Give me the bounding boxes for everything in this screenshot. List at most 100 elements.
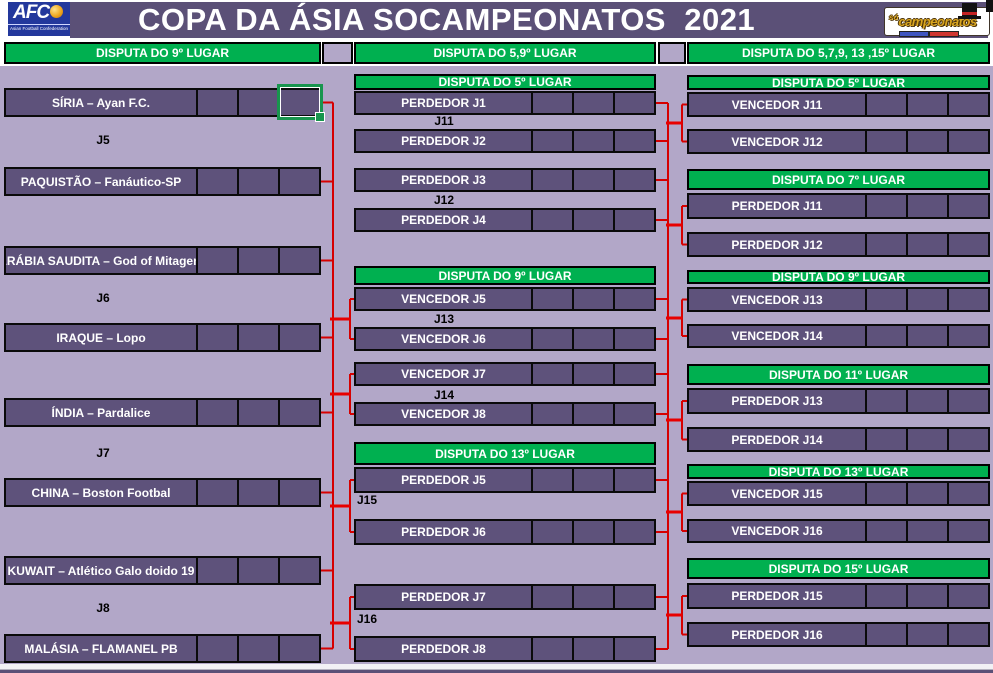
score-cell[interactable]: [572, 364, 613, 384]
score-cell[interactable]: [531, 329, 572, 349]
score-cell[interactable]: [613, 170, 654, 190]
score-cell[interactable]: [906, 624, 947, 645]
slot-siria[interactable]: SÍRIA – Ayan F.C.: [4, 88, 321, 117]
score-cell[interactable]: [196, 90, 237, 115]
score-cell[interactable]: [237, 248, 278, 273]
slot-perdedor-j5[interactable]: PERDEDOR J5: [354, 467, 656, 493]
score-cell[interactable]: [613, 638, 654, 660]
score-cell[interactable]: [906, 585, 947, 607]
score-cell[interactable]: [237, 480, 278, 505]
slot-perdedor-j16[interactable]: PERDEDOR J16: [687, 622, 990, 647]
score-cell[interactable]: [237, 325, 278, 350]
score-cell[interactable]: [278, 480, 319, 505]
score-cell[interactable]: [196, 636, 237, 661]
score-cell[interactable]: [531, 521, 572, 543]
score-cell[interactable]: [865, 429, 906, 450]
score-cell[interactable]: [572, 586, 613, 608]
slot-perdedor-j12[interactable]: PERDEDOR J12: [687, 232, 990, 257]
score-cell[interactable]: [278, 169, 319, 194]
score-cell[interactable]: [572, 210, 613, 230]
slot-perdedor-j11[interactable]: PERDEDOR J11: [687, 193, 990, 219]
score-cell[interactable]: [906, 483, 947, 504]
slot-perdedor-j3[interactable]: PERDEDOR J3: [354, 168, 656, 192]
slot-perdedor-j13[interactable]: PERDEDOR J13: [687, 388, 990, 414]
score-cell[interactable]: [613, 404, 654, 424]
score-cell[interactable]: [196, 480, 237, 505]
score-cell[interactable]: [237, 169, 278, 194]
selected-cell[interactable]: [277, 84, 325, 122]
score-cell[interactable]: [531, 93, 572, 113]
score-cell[interactable]: [865, 521, 906, 541]
score-cell[interactable]: [613, 469, 654, 491]
score-cell[interactable]: [572, 638, 613, 660]
score-cell[interactable]: [906, 521, 947, 541]
score-cell[interactable]: [865, 585, 906, 607]
score-cell[interactable]: [196, 558, 237, 583]
score-cell[interactable]: [947, 131, 988, 152]
score-cell[interactable]: [613, 329, 654, 349]
slot-vencedor-j14[interactable]: VENCEDOR J14: [687, 324, 990, 348]
slot-kuwait[interactable]: KUWAIT – Atlético Galo doido 19: [4, 556, 321, 585]
score-cell[interactable]: [613, 93, 654, 113]
score-cell[interactable]: [865, 131, 906, 152]
score-cell[interactable]: [237, 90, 278, 115]
slot-vencedor-j5[interactable]: VENCEDOR J5: [354, 287, 656, 311]
slot-china[interactable]: CHINA – Boston Footbal: [4, 478, 321, 507]
gap-cell[interactable]: [658, 42, 686, 64]
score-cell[interactable]: [865, 94, 906, 115]
slot-india[interactable]: ÍNDIA – Pardalice: [4, 398, 321, 427]
score-cell[interactable]: [906, 234, 947, 255]
score-cell[interactable]: [865, 195, 906, 217]
slot-vencedor-j15[interactable]: VENCEDOR J15: [687, 481, 990, 506]
score-cell[interactable]: [278, 248, 319, 273]
slot-malasia[interactable]: MALÁSIA – FLAMANEL PB: [4, 634, 321, 663]
slot-vencedor-j16[interactable]: VENCEDOR J16: [687, 519, 990, 543]
score-cell[interactable]: [947, 234, 988, 255]
score-cell[interactable]: [531, 469, 572, 491]
slot-paquistao[interactable]: PAQUISTÃO – Fanáutico-SP: [4, 167, 321, 196]
score-cell[interactable]: [572, 469, 613, 491]
score-cell[interactable]: [947, 390, 988, 412]
score-cell[interactable]: [613, 586, 654, 608]
score-cell[interactable]: [613, 289, 654, 309]
score-cell[interactable]: [865, 624, 906, 645]
score-cell[interactable]: [906, 131, 947, 152]
score-cell[interactable]: [196, 400, 237, 425]
score-cell[interactable]: [947, 326, 988, 346]
score-cell[interactable]: [906, 289, 947, 310]
score-cell[interactable]: [613, 364, 654, 384]
score-cell[interactable]: [947, 429, 988, 450]
score-cell[interactable]: [278, 400, 319, 425]
score-cell[interactable]: [947, 483, 988, 504]
gap-cell[interactable]: [322, 42, 353, 64]
score-cell[interactable]: [196, 248, 237, 273]
slot-perdedor-j7[interactable]: PERDEDOR J7: [354, 584, 656, 610]
score-cell[interactable]: [947, 585, 988, 607]
fill-handle[interactable]: [315, 112, 325, 122]
slot-perdedor-j14[interactable]: PERDEDOR J14: [687, 427, 990, 452]
slot-vencedor-j7[interactable]: VENCEDOR J7: [354, 362, 656, 386]
slot-vencedor-j13[interactable]: VENCEDOR J13: [687, 287, 990, 312]
score-cell[interactable]: [237, 636, 278, 661]
score-cell[interactable]: [906, 326, 947, 346]
slot-perdedor-j6[interactable]: PERDEDOR J6: [354, 519, 656, 545]
score-cell[interactable]: [531, 131, 572, 151]
slot-perdedor-j8[interactable]: PERDEDOR J8: [354, 636, 656, 662]
score-cell[interactable]: [531, 364, 572, 384]
slot-iraque[interactable]: IRAQUE – Lopo: [4, 323, 321, 352]
score-cell[interactable]: [613, 521, 654, 543]
score-cell[interactable]: [865, 289, 906, 310]
score-cell[interactable]: [278, 325, 319, 350]
slot-vencedor-j11[interactable]: VENCEDOR J11: [687, 92, 990, 117]
score-cell[interactable]: [237, 558, 278, 583]
score-cell[interactable]: [865, 234, 906, 255]
score-cell[interactable]: [906, 390, 947, 412]
score-cell[interactable]: [572, 404, 613, 424]
score-cell[interactable]: [572, 170, 613, 190]
score-cell[interactable]: [865, 483, 906, 504]
score-cell[interactable]: [947, 521, 988, 541]
score-cell[interactable]: [237, 400, 278, 425]
score-cell[interactable]: [906, 94, 947, 115]
slot-vencedor-j6[interactable]: VENCEDOR J6: [354, 327, 656, 351]
slot-vencedor-j12[interactable]: VENCEDOR J12: [687, 129, 990, 154]
